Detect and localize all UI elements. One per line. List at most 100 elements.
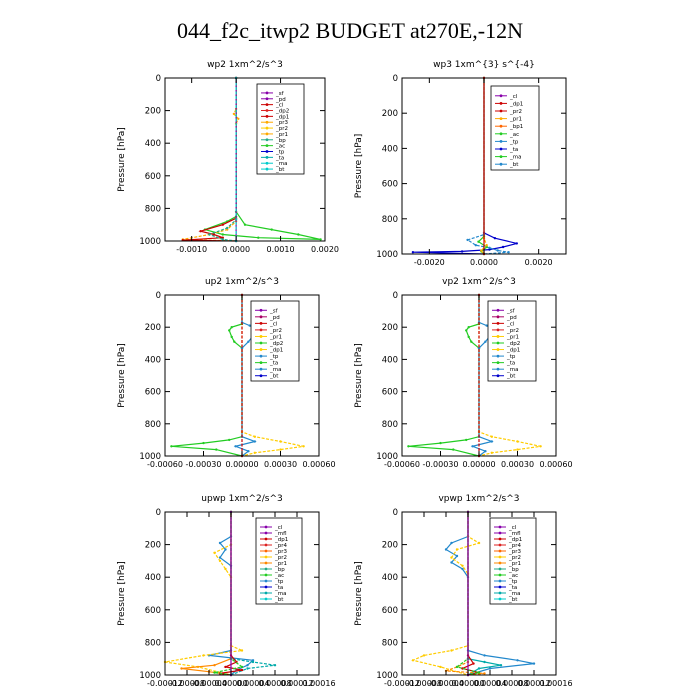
legend-entry: _dp1 (508, 537, 522, 543)
legend-marker (259, 354, 263, 358)
series-point-tp (247, 450, 250, 453)
y-tick-label: 800 (145, 638, 161, 648)
x-tick-label: 0.00008 (258, 679, 291, 688)
series-point-dp2 (467, 326, 470, 329)
chart-panel-2: wp3 1xm^{3} s^{-4} Pressure [hPa] 0 200 400 6… (354, 60, 567, 267)
x-tick-label: -0.00030 (423, 460, 459, 469)
legend-entry: _bt (506, 374, 516, 380)
series-point-pr2 (450, 649, 453, 652)
x-tick-label: 0.00004 (473, 679, 506, 688)
legend-marker (265, 120, 269, 124)
legend-entry: _tp (508, 579, 518, 585)
y-axis-label: Pressure [hPa] (354, 561, 364, 626)
legend-marker (264, 573, 268, 577)
x-tick-label: -0.00030 (186, 460, 222, 469)
legend-box (490, 85, 540, 171)
series-point-tp (488, 246, 491, 249)
legend-entry: _bt (269, 374, 279, 380)
series-point-ma (483, 660, 486, 664)
x-tick-label: -0.0020 (414, 258, 445, 267)
y-tick-label: 400 (382, 144, 398, 154)
series-point-ac (455, 665, 459, 669)
legend-marker (259, 374, 263, 378)
y-tick-label: 200 (382, 541, 398, 551)
legend-marker (265, 91, 269, 95)
y-tick-label: 0 (393, 291, 398, 301)
legend-entry: _pr2 (275, 126, 288, 132)
legend-entry: _cl (275, 103, 284, 109)
series-point-tp (224, 548, 227, 551)
series-point-dp2 (452, 448, 455, 451)
series-point-ma (499, 664, 503, 667)
y-tick-label: 400 (145, 573, 161, 583)
legend-marker (498, 555, 502, 559)
series-point-tp (484, 450, 487, 453)
y-tick-label: 400 (382, 573, 398, 583)
legend-marker (498, 579, 502, 583)
y-tick-label: 1000 (376, 452, 398, 462)
series-point-ac (477, 671, 481, 674)
legend-entry: _cl (508, 525, 517, 531)
x-tick-label: 0.00016 (302, 679, 335, 688)
legend-entry: _cl (509, 94, 518, 100)
series-point-ta (411, 251, 415, 254)
legend-marker (499, 124, 503, 128)
series-point-dp1 (240, 668, 244, 672)
legend-marker (264, 561, 268, 565)
series-point-tp (253, 440, 256, 443)
series-point-dp2 (407, 445, 410, 448)
series-point-tp (444, 548, 448, 551)
x-tick-label: 0.0000 (470, 258, 498, 267)
series-point-bp (221, 238, 224, 241)
series-point-dp2 (202, 441, 205, 445)
legend-entry: _ta (508, 585, 517, 591)
series-point-ac (213, 671, 216, 674)
x-tick-label: -0.00060 (384, 460, 420, 469)
legend-marker (498, 591, 502, 595)
legend-entry: _pr3 (275, 120, 289, 126)
legend-entry: _ta (509, 147, 518, 153)
chart-title: vp2 1xm^2/s^3 (442, 277, 516, 287)
series-point-dp1 (221, 236, 224, 239)
x-tick-label: -0.00012 (384, 679, 420, 688)
legend-entry: _bp (274, 567, 285, 573)
series-point-bp (208, 233, 211, 236)
x-tick-label: 0.0010 (267, 245, 295, 254)
legend-marker (496, 354, 500, 358)
legend-entry: _bt (509, 162, 519, 168)
legend-entry: _pr1 (275, 132, 288, 138)
series-line-pr1 (182, 78, 240, 242)
series-point-pr2 (477, 541, 481, 545)
legend-entry: _pr3 (274, 549, 288, 555)
legend-marker (265, 97, 269, 101)
y-tick-label: 800 (382, 420, 398, 430)
series-line-dp1 (182, 78, 237, 242)
series-point-dp2 (230, 326, 233, 329)
legend-marker (498, 573, 502, 577)
chart-panel-6: vpwp 1xm^2/s^3 Pressure [hPa] 0 200 400 600 80… (354, 494, 573, 688)
series-point-dp2 (465, 438, 468, 442)
series-point-tp (247, 340, 250, 343)
y-tick-label: 0 (156, 291, 161, 301)
legend-entry: _sf (506, 308, 516, 314)
chart-panel-1: wp2 1xm^2/s^3 Pressure [hPa] 0 200 400 600 800… (117, 60, 339, 254)
legend-entry: _mfl (274, 531, 287, 537)
y-tick-label: 1000 (376, 671, 398, 681)
series-line-dp2 (408, 295, 480, 457)
series-point-tp (251, 659, 255, 662)
legend-marker (498, 585, 502, 589)
series-point-ac (477, 240, 480, 243)
series-point-ta (460, 250, 464, 253)
legend-entry: _ma (275, 161, 287, 167)
x-tick-label: 0.0020 (525, 258, 553, 267)
x-tick-label: 0.00000 (462, 460, 495, 469)
legend-marker (259, 335, 263, 338)
legend-entry: _ma (269, 367, 281, 373)
y-tick-label: 200 (145, 107, 161, 117)
series-point-pr1 (302, 445, 305, 448)
legend-marker (498, 525, 502, 529)
series-point-pr2 (213, 551, 216, 554)
y-tick-label: 800 (145, 420, 161, 430)
y-tick-label: 600 (382, 180, 398, 190)
y-tick-label: 200 (382, 109, 398, 119)
